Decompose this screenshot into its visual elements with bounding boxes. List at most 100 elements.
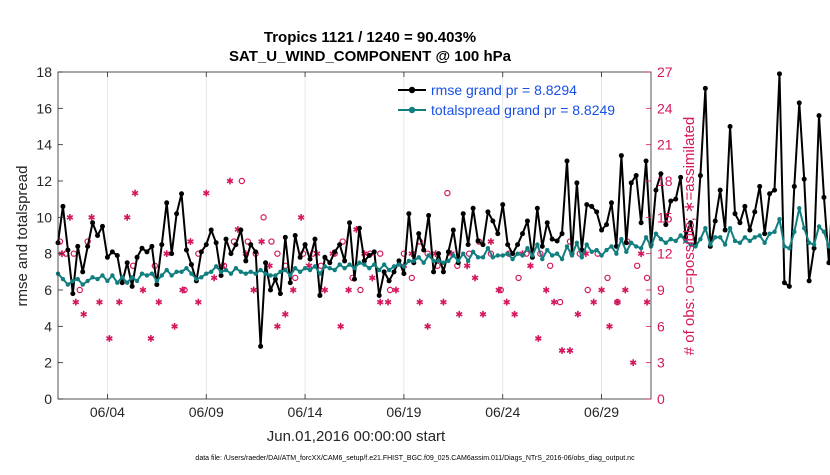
totalspread-point [466, 259, 470, 263]
rmse-point [164, 200, 169, 205]
totalspread-point [372, 262, 376, 266]
totalspread-point [723, 242, 727, 246]
rmse-point [787, 284, 792, 289]
totalspread-point [654, 231, 658, 235]
totalspread-point [471, 250, 475, 254]
totalspread-point [708, 242, 712, 246]
totalspread-point [95, 277, 99, 281]
totalspread-point [609, 244, 613, 248]
y-tick-label: 2 [44, 355, 52, 371]
rmse-point [490, 218, 495, 223]
totalspread-point [599, 253, 603, 257]
totalspread-point [155, 279, 159, 283]
rmse-point [535, 206, 540, 211]
rmse-point [480, 242, 485, 247]
totalspread-point [421, 261, 425, 265]
rmse-point [436, 251, 441, 256]
rmse-point [204, 242, 209, 247]
totalspread-point [66, 282, 70, 286]
y-tick-label-right: 27 [657, 64, 673, 80]
rmse-point [510, 251, 515, 256]
totalspread-point [298, 270, 302, 274]
totalspread-point [639, 246, 643, 250]
x-tick-label: 06/14 [288, 404, 323, 420]
y-tick-label: 8 [44, 246, 52, 262]
rmse-point [120, 280, 125, 285]
rmse-point [466, 242, 471, 247]
totalspread-point [555, 251, 559, 255]
y-axis-label: rmse and totalspread [14, 166, 31, 307]
totalspread-point [160, 273, 164, 277]
rmse-point [179, 191, 184, 196]
rmse-point [792, 184, 797, 189]
totalspread-point [777, 217, 781, 221]
totalspread-point [545, 248, 549, 252]
totalspread-point [347, 262, 351, 266]
totalspread-point [194, 277, 198, 281]
totalspread-point [782, 244, 786, 248]
totalspread-point [179, 270, 183, 274]
y-axis-label-right: # of obs: o=possible; ∗=assimilated [681, 117, 698, 356]
totalspread-point [417, 255, 421, 259]
totalspread-point [753, 235, 757, 239]
rmse-point [802, 177, 807, 182]
rmse-point [392, 269, 397, 274]
totalspread-point [674, 239, 678, 243]
rmse-point [140, 246, 145, 251]
rmse-point [377, 293, 382, 298]
rmse-point [401, 271, 406, 276]
totalspread-point [515, 251, 519, 255]
rmse-point [747, 228, 752, 233]
rmse-point [80, 269, 85, 274]
totalspread-point [659, 237, 663, 241]
rmse-point [184, 248, 189, 253]
rmse-point [639, 220, 644, 225]
rmse-point [263, 260, 268, 265]
totalspread-point [169, 273, 173, 277]
totalspread-point [407, 259, 411, 263]
rmse-point [431, 269, 436, 274]
totalspread-point [308, 268, 312, 272]
rmse-point [238, 228, 243, 233]
rmse-point [347, 220, 352, 225]
rmse-point [757, 184, 762, 189]
rmse-point [372, 249, 377, 254]
rmse-point [135, 255, 140, 260]
y-tick-label-right: 18 [657, 173, 673, 189]
y-tick-label-right: 24 [657, 100, 673, 116]
rmse-point [174, 211, 179, 216]
totalspread-point [812, 242, 816, 246]
totalspread-point [713, 235, 717, 239]
rmse-point [283, 235, 288, 240]
totalspread-point [767, 231, 771, 235]
rmse-point [742, 204, 747, 209]
totalspread-point [342, 266, 346, 270]
rmse-point [90, 220, 95, 225]
totalspread-point [224, 268, 228, 272]
totalspread-point [204, 271, 208, 275]
rmse-point [797, 100, 802, 105]
rmse-point [342, 258, 347, 263]
totalspread-point [807, 241, 811, 245]
totalspread-point [817, 224, 821, 228]
totalspread-point [748, 239, 752, 243]
rmse-point [441, 269, 446, 274]
totalspread-point [481, 255, 485, 259]
totalspread-point [441, 261, 445, 265]
rmse-point [599, 228, 604, 233]
rmse-point [728, 124, 733, 129]
totalspread-point [239, 270, 243, 274]
rmse-point [214, 240, 219, 245]
totalspread-point [797, 206, 801, 210]
totalspread-point [594, 248, 598, 252]
totalspread-point [278, 270, 282, 274]
totalspread-point [135, 279, 139, 283]
rmse-point [629, 180, 634, 185]
rmse-point [782, 280, 787, 285]
totalspread-point [209, 270, 213, 274]
rmse-point [772, 188, 777, 193]
rmse-point [668, 198, 673, 203]
rmse-point [644, 159, 649, 164]
